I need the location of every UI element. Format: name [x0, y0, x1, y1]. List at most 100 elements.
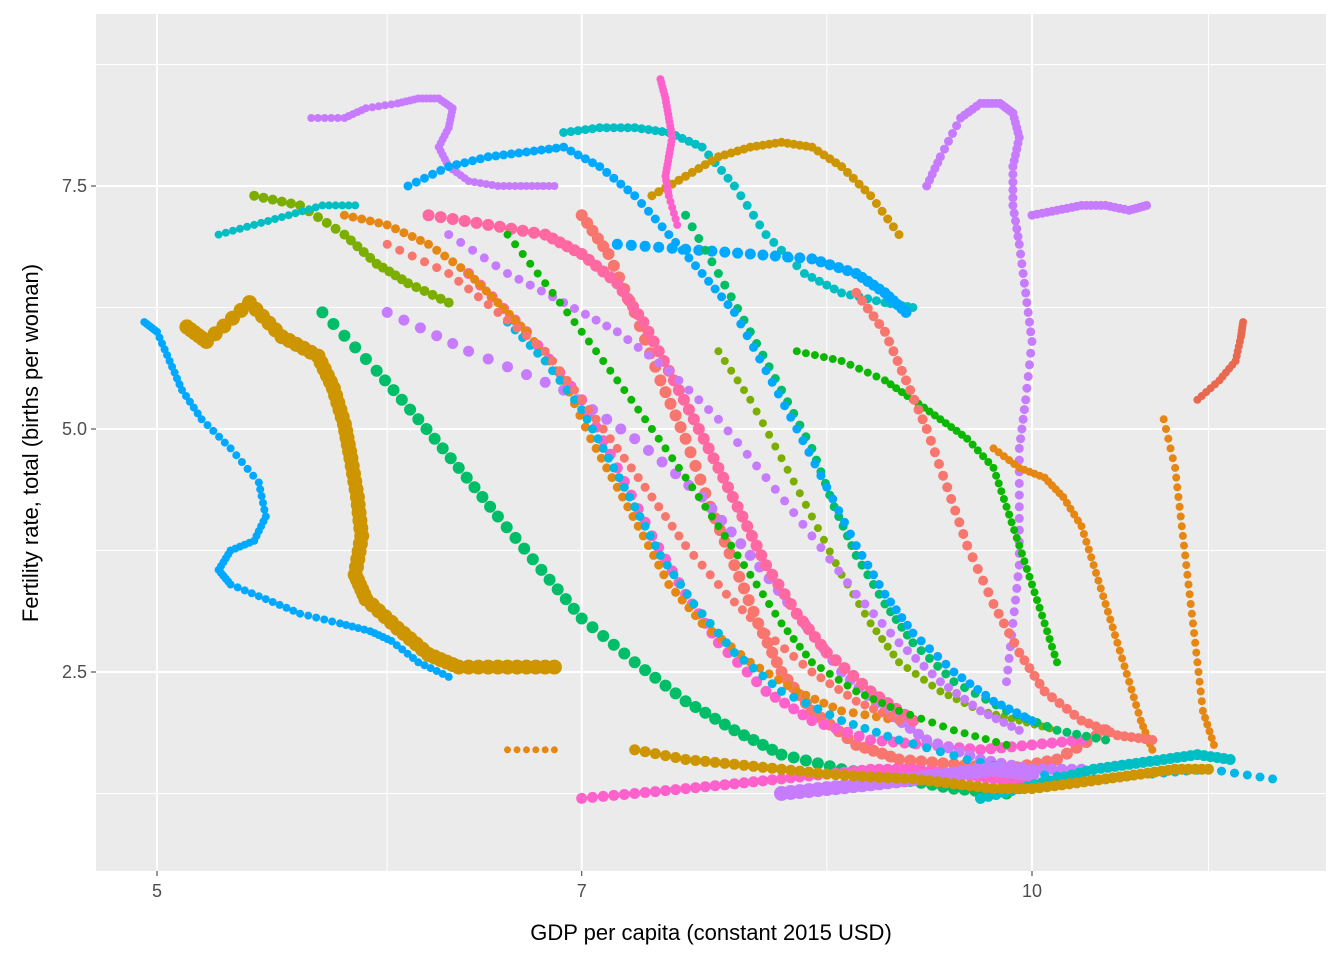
data-point: [840, 517, 849, 527]
data-point: [795, 642, 804, 651]
data-point: [713, 628, 723, 638]
data-point: [1002, 502, 1011, 511]
data-point: [868, 311, 879, 322]
data-point: [812, 767, 824, 779]
data-point: [555, 298, 564, 307]
data-point: [863, 368, 872, 377]
data-point: [650, 541, 660, 551]
data-point: [635, 512, 645, 521]
data-point: [345, 235, 356, 246]
data-point: [772, 578, 785, 591]
data-point: [883, 214, 893, 224]
data-point: [755, 354, 765, 364]
data-point: [654, 374, 667, 387]
data-point: [1069, 709, 1080, 720]
data-point: [733, 570, 746, 583]
data-point: [650, 126, 660, 136]
data-point: [470, 216, 483, 229]
data-point: [221, 228, 230, 237]
data-point: [760, 559, 772, 572]
data-point: [411, 282, 422, 293]
data-point: [742, 331, 752, 341]
data-point: [1028, 580, 1036, 589]
data-point: [482, 353, 494, 365]
data-point: [873, 763, 885, 775]
data-point: [1014, 513, 1024, 523]
data-point: [473, 292, 483, 302]
data-point: [888, 222, 898, 232]
data-point: [612, 443, 622, 453]
data-point: [414, 658, 423, 667]
data-point: [727, 541, 736, 550]
data-point: [798, 436, 808, 446]
data-point: [1017, 549, 1026, 558]
data-point: [775, 748, 788, 761]
data-point: [798, 659, 808, 669]
data-point: [296, 609, 305, 618]
data-point: [738, 759, 750, 771]
data-point: [185, 397, 194, 406]
data-point: [669, 687, 682, 700]
data-point: [607, 259, 620, 272]
data-point: [936, 687, 945, 696]
data-point: [1019, 405, 1029, 415]
data-point: [1014, 239, 1024, 249]
data-point: [1012, 533, 1021, 542]
data-point: [877, 206, 887, 216]
data-point: [536, 145, 546, 155]
data-point: [755, 220, 765, 230]
data-point: [1082, 537, 1091, 546]
data-point: [1182, 561, 1191, 570]
data-point: [427, 289, 438, 300]
data-point: [476, 491, 489, 503]
data-point: [526, 259, 535, 268]
series-28: [444, 230, 1024, 735]
data-point: [1013, 572, 1023, 582]
data-point: [674, 531, 684, 541]
data-point: [921, 734, 933, 746]
data-point: [588, 124, 597, 134]
data-point: [1127, 685, 1136, 694]
data-point: [444, 269, 454, 278]
data-point: [940, 777, 952, 789]
data-point: [857, 295, 867, 306]
data-point: [897, 613, 907, 623]
data-point: [816, 673, 826, 683]
data-point: [670, 752, 682, 763]
data-point: [681, 473, 690, 482]
data-point: [681, 541, 691, 551]
data-point: [921, 424, 932, 434]
data-point: [475, 154, 485, 164]
data-point: [789, 477, 798, 486]
data-point: [237, 458, 246, 466]
data-point: [387, 636, 396, 645]
data-point: [476, 179, 485, 188]
data-point: [949, 677, 959, 687]
data-point: [1022, 383, 1032, 393]
data-point: [633, 473, 643, 483]
data-point: [957, 673, 967, 683]
data-point: [1019, 278, 1029, 288]
data-point: [851, 541, 861, 551]
data-point: [193, 409, 202, 418]
data-point: [684, 253, 694, 263]
data-point: [307, 114, 316, 122]
data-point: [637, 199, 647, 208]
data-point: [958, 529, 969, 539]
series-13: [1159, 415, 1218, 749]
data-point: [777, 454, 786, 463]
data-point: [1066, 735, 1078, 747]
data-point: [1089, 561, 1098, 570]
data-point: [591, 315, 601, 325]
data-point: [680, 754, 692, 765]
data-point: [765, 600, 774, 608]
data-point: [963, 434, 972, 443]
data-point: [506, 149, 516, 159]
data-point: [857, 550, 867, 560]
data-point: [896, 365, 907, 376]
data-point: [919, 661, 929, 671]
data-point: [962, 755, 972, 764]
data-point: [766, 743, 779, 756]
data-point: [697, 618, 707, 628]
data-point: [1022, 298, 1032, 308]
